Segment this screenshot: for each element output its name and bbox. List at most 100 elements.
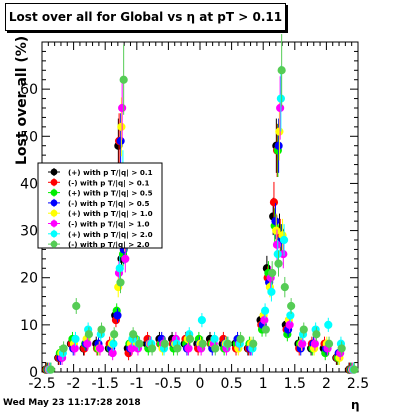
data-point bbox=[279, 235, 289, 245]
data-point bbox=[280, 283, 289, 292]
data-point bbox=[276, 103, 285, 113]
y-tick-label: 30 bbox=[20, 224, 38, 240]
x-tick-label: 0 bbox=[196, 376, 205, 392]
y-tick-label: 0 bbox=[29, 365, 38, 381]
legend-marker bbox=[50, 240, 58, 248]
data-point bbox=[268, 268, 277, 278]
data-point bbox=[173, 344, 182, 353]
x-axis-title: η bbox=[351, 398, 360, 412]
data-point bbox=[184, 344, 193, 353]
data-point bbox=[276, 94, 285, 103]
data-point bbox=[160, 339, 169, 348]
data-point bbox=[147, 344, 157, 353]
data-point bbox=[299, 325, 308, 334]
data-point bbox=[129, 330, 138, 339]
data-point bbox=[84, 330, 93, 339]
data-point bbox=[298, 339, 307, 348]
x-tick-label: -0.5 bbox=[155, 376, 182, 392]
footer-date: Wed May 23 11:17:28 2018 bbox=[3, 398, 141, 408]
legend-marker bbox=[50, 209, 58, 217]
legend-marker bbox=[50, 199, 58, 207]
x-tick-label: -2.5 bbox=[28, 376, 55, 392]
data-point bbox=[198, 339, 207, 348]
x-tick-label: 2 bbox=[322, 376, 331, 392]
data-point bbox=[260, 316, 269, 325]
data-point bbox=[83, 339, 92, 348]
legend-label: (-) with p T/|q| > 0.1 bbox=[68, 178, 150, 188]
data-point bbox=[46, 365, 56, 374]
data-point bbox=[272, 226, 281, 235]
legend-marker bbox=[50, 178, 58, 186]
data-point bbox=[277, 66, 286, 75]
y-tick-label: 50 bbox=[20, 129, 38, 145]
data-point bbox=[324, 320, 333, 329]
y-tick-label: 40 bbox=[20, 176, 38, 192]
data-point bbox=[109, 339, 118, 348]
x-tick-label: 2.5 bbox=[347, 376, 369, 392]
data-point bbox=[110, 330, 119, 339]
legend-label: (-) with p T/|q| > 1.0 bbox=[68, 220, 150, 230]
data-point bbox=[71, 334, 80, 344]
legend-label: (+) with p T/|q| > 2.0 bbox=[68, 230, 153, 240]
data-point bbox=[119, 75, 128, 84]
data-point bbox=[324, 339, 334, 348]
data-point bbox=[210, 334, 219, 344]
legend-label: (-) with p T/|q| > 0.5 bbox=[68, 199, 150, 209]
data-point bbox=[236, 334, 245, 344]
x-tick-label: 0.5 bbox=[220, 376, 242, 392]
data-point bbox=[274, 141, 283, 150]
data-point bbox=[269, 198, 279, 207]
data-point bbox=[274, 259, 283, 268]
data-point bbox=[337, 344, 346, 353]
data-point bbox=[211, 344, 220, 353]
data-point bbox=[272, 240, 282, 249]
y-tick-label: 20 bbox=[20, 271, 38, 287]
data-point bbox=[116, 136, 125, 146]
data-point bbox=[249, 339, 258, 348]
data-point bbox=[72, 301, 81, 311]
x-tick-label: 1.5 bbox=[284, 376, 306, 392]
x-tick-label: -2 bbox=[67, 376, 81, 392]
data-point bbox=[275, 127, 284, 136]
data-point bbox=[117, 122, 126, 131]
data-point bbox=[118, 103, 127, 113]
data-point bbox=[197, 316, 206, 325]
data-point bbox=[310, 339, 319, 348]
data-point bbox=[273, 250, 282, 259]
legend-label: (+) with p T/|q| > 0.1 bbox=[68, 168, 153, 178]
data-point bbox=[261, 325, 270, 334]
data-point bbox=[113, 311, 122, 320]
x-tick-label: -1 bbox=[130, 376, 144, 392]
x-tick-label: -1.5 bbox=[92, 376, 119, 392]
legend-marker bbox=[50, 189, 58, 197]
data-point bbox=[185, 334, 195, 344]
data-point bbox=[95, 344, 105, 353]
data-point bbox=[70, 344, 79, 353]
y-tick-label: 10 bbox=[20, 318, 38, 334]
data-point bbox=[115, 264, 124, 273]
legend-label: (+) with p T/|q| > 0.5 bbox=[68, 189, 153, 199]
legend-label: (-) with p T/|q| > 2.0 bbox=[68, 240, 150, 250]
legend-marker bbox=[50, 168, 58, 176]
data-point bbox=[312, 330, 321, 339]
data-point bbox=[267, 287, 276, 296]
data-point bbox=[135, 339, 144, 348]
y-tick-label: 60 bbox=[20, 82, 38, 98]
chart-title: Lost over all for Global vs η at pT > 0.… bbox=[5, 3, 286, 31]
x-tick-label: 1 bbox=[259, 376, 268, 392]
data-point bbox=[108, 349, 117, 358]
data-point bbox=[287, 301, 296, 311]
data-point bbox=[260, 306, 270, 315]
y-axis-title: Lost over all (%) bbox=[14, 35, 30, 165]
data-point bbox=[285, 320, 294, 329]
data-point bbox=[59, 344, 68, 353]
data-point bbox=[350, 365, 359, 374]
legend-marker bbox=[50, 220, 58, 227]
data-point bbox=[97, 325, 106, 334]
data-point bbox=[116, 278, 125, 287]
data-point bbox=[286, 311, 295, 320]
legend-label: (+) with p T/|q| > 1.0 bbox=[68, 209, 153, 219]
legend-marker bbox=[50, 230, 58, 238]
data-point bbox=[223, 339, 233, 348]
